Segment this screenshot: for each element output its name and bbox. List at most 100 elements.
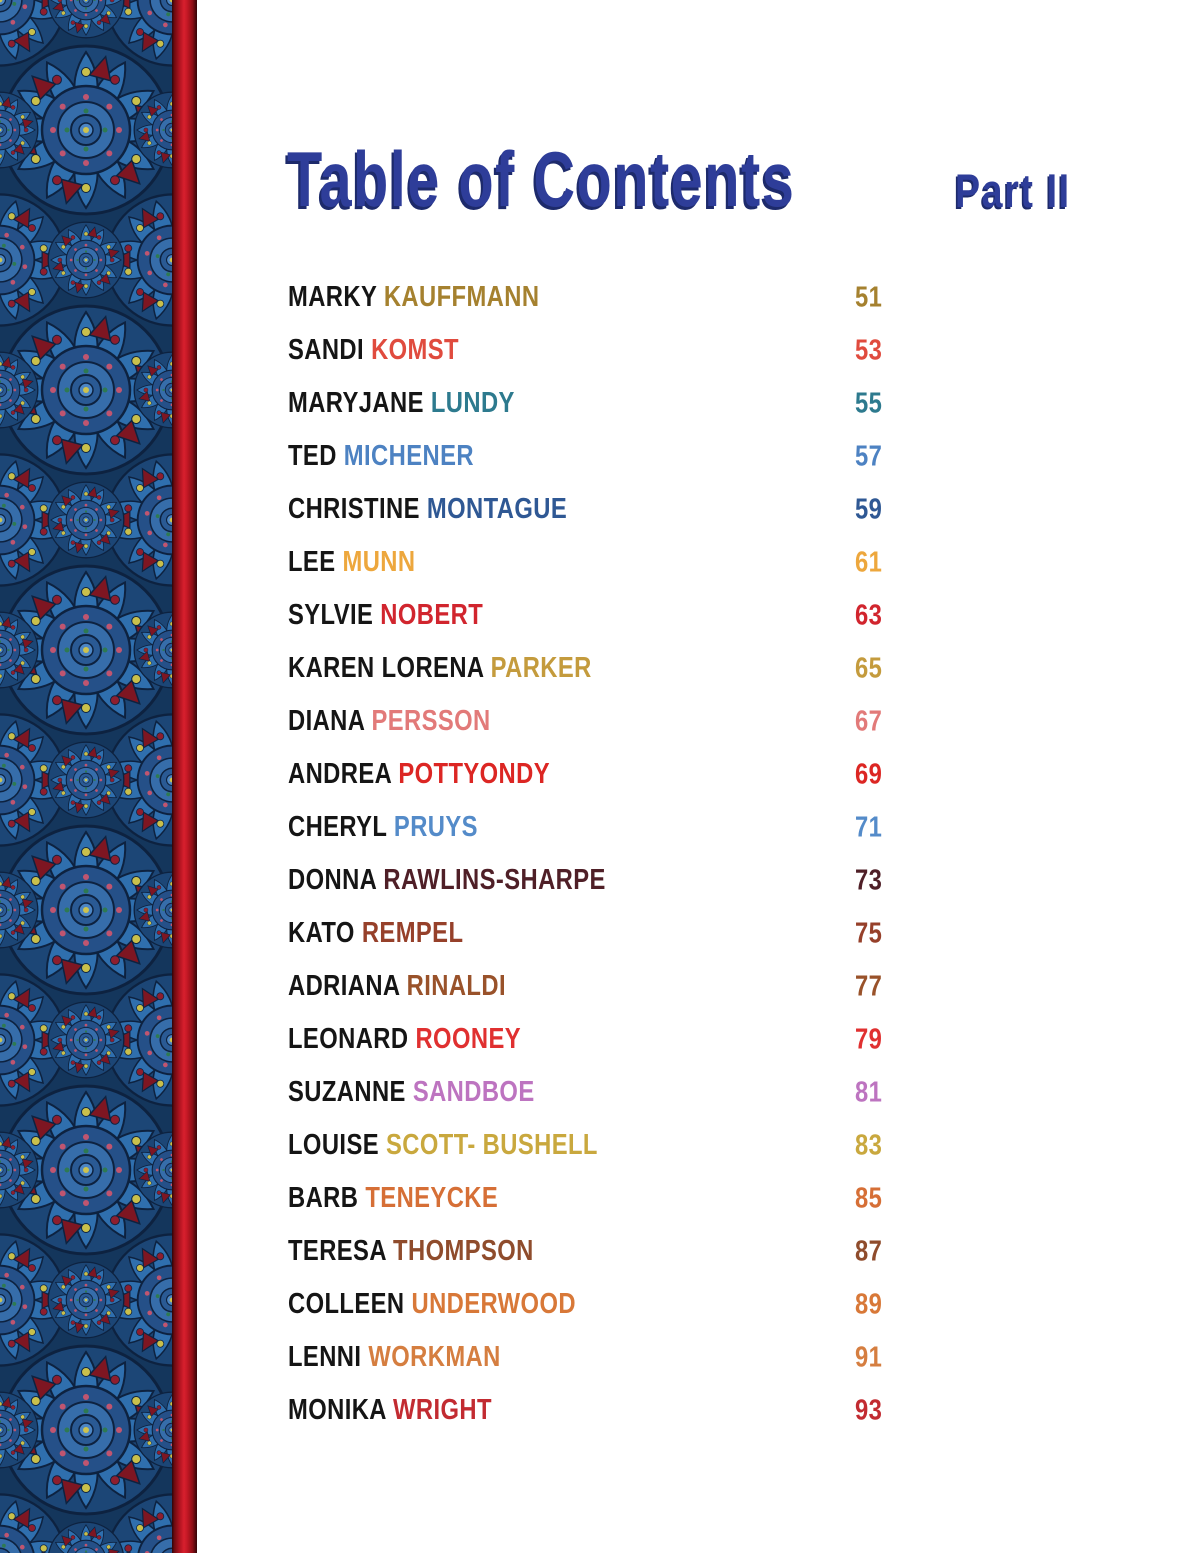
toc-entry-name: TED MICHENER	[288, 442, 474, 471]
toc-row: MONIKA WRIGHT 93	[288, 1384, 1008, 1437]
toc-entry-name: KATO REMPEL	[288, 919, 463, 948]
last-name: UNDERWOOD	[411, 1288, 576, 1320]
last-name: MICHENER	[343, 440, 474, 472]
toc-row: DONNA RAWLINS-SHARPE 73	[288, 854, 1008, 907]
page-number: 59	[855, 493, 883, 525]
page-number: 75	[855, 917, 883, 949]
toc-row: TERESA THOMPSON 87	[288, 1225, 1008, 1278]
page-number: 81	[855, 1076, 883, 1108]
first-name: DIANA	[288, 705, 372, 737]
first-name: CHERYL	[288, 811, 394, 843]
page-number: 83	[855, 1129, 883, 1161]
last-name: POTTYONDY	[398, 758, 551, 790]
page-number: 55	[855, 387, 883, 419]
toc-row: SYLVIE NOBERT 63	[288, 589, 1008, 642]
first-name: KATO	[288, 917, 362, 949]
last-name: TENEYCKE	[365, 1182, 499, 1214]
page-title: Table of Contents	[287, 135, 796, 223]
last-name: SANDBOE	[412, 1076, 535, 1108]
toc-row: COLLEEN UNDERWOOD 89	[288, 1278, 1008, 1331]
toc-entry-name: SANDI KOMST	[288, 336, 459, 365]
page-number: 63	[855, 599, 883, 631]
last-name: REMPEL	[361, 917, 464, 949]
page-number: 71	[855, 811, 883, 843]
toc-entry-name: COLLEEN UNDERWOOD	[288, 1290, 576, 1319]
content-area: Table of Contents Part II MARKY KAUFFMAN…	[197, 0, 1200, 1553]
toc-row: LEE MUNN 61	[288, 536, 1008, 589]
kaleidoscope-sidebar	[0, 0, 172, 1553]
book-spine	[172, 0, 197, 1553]
toc-entry-name: LENNI WORKMAN	[288, 1343, 501, 1372]
toc-entry-name: DIANA PERSSON	[288, 707, 491, 736]
page-number: 79	[855, 1023, 883, 1055]
kaleidoscope-pattern	[0, 0, 172, 1553]
last-name: RAWLINS-SHARPE	[383, 864, 606, 896]
page-number: 93	[855, 1394, 883, 1426]
toc-row: KAREN LORENA PARKER 65	[288, 642, 1008, 695]
page-number: 65	[855, 652, 883, 684]
first-name: COLLEEN	[288, 1288, 412, 1320]
page-number: 61	[855, 546, 883, 578]
toc-entry-name: ADRIANA RINALDI	[288, 972, 506, 1001]
page-number: 53	[855, 334, 883, 366]
last-name: THOMPSON	[393, 1235, 534, 1267]
toc-entry-name: SUZANNE SANDBOE	[288, 1078, 535, 1107]
page-number: 77	[855, 970, 883, 1002]
first-name: SUZANNE	[288, 1076, 413, 1108]
page-number: 87	[855, 1235, 883, 1267]
first-name: CHRISTINE	[288, 493, 427, 525]
last-name: MONTAGUE	[426, 493, 568, 525]
toc-row: LEONARD ROONEY 79	[288, 1013, 1008, 1066]
toc-entry-name: LEONARD ROONEY	[288, 1025, 521, 1054]
toc-row: KATO REMPEL 75	[288, 907, 1008, 960]
toc-row: MARYJANE LUNDY 55	[288, 377, 1008, 430]
toc-entry-name: SYLVIE NOBERT	[288, 601, 483, 630]
page-number: 51	[855, 281, 883, 313]
last-name: PERSSON	[371, 705, 491, 737]
first-name: TED	[288, 440, 344, 472]
page-number: 91	[855, 1341, 883, 1373]
last-name: NOBERT	[380, 599, 484, 631]
last-name: WRIGHT	[393, 1394, 492, 1426]
last-name: MUNN	[342, 546, 416, 578]
toc-row: LOUISE SCOTT- BUSHELL 83	[288, 1119, 1008, 1172]
toc-row: LENNI WORKMAN 91	[288, 1331, 1008, 1384]
first-name: LENNI	[288, 1341, 369, 1373]
toc-entry-name: CHRISTINE MONTAGUE	[288, 495, 567, 524]
toc-list: MARKY KAUFFMANN 51 SANDI KOMST 53 MARYJANE L…	[288, 271, 1008, 1437]
first-name: SANDI	[288, 334, 372, 366]
toc-row: CHERYL PRUYS 71	[288, 801, 1008, 854]
first-name: DONNA	[288, 864, 384, 896]
last-name: KAUFFMANN	[383, 281, 540, 313]
page-number: 85	[855, 1182, 883, 1214]
toc-entry-name: LEE MUNN	[288, 548, 415, 577]
toc-entry-name: DONNA RAWLINS-SHARPE	[288, 866, 606, 895]
last-name: ROONEY	[415, 1023, 521, 1055]
toc-row: MARKY KAUFFMANN 51	[288, 271, 1008, 324]
last-name: PRUYS	[393, 811, 478, 843]
last-name: LUNDY	[430, 387, 515, 419]
first-name: LEONARD	[288, 1023, 416, 1055]
toc-row: BARB TENEYCKE 85	[288, 1172, 1008, 1225]
toc-row: SUZANNE SANDBOE 81	[288, 1066, 1008, 1119]
last-name: RINALDI	[406, 970, 506, 1002]
first-name: BARB	[288, 1182, 366, 1214]
toc-row: CHRISTINE MONTAGUE 59	[288, 483, 1008, 536]
first-name: MONIKA	[288, 1394, 394, 1426]
toc-entry-name: LOUISE SCOTT- BUSHELL	[288, 1131, 598, 1160]
toc-entry-name: MARYJANE LUNDY	[288, 389, 515, 418]
first-name: LEE	[288, 546, 343, 578]
first-name: MARYJANE	[288, 387, 431, 419]
toc-entry-name: ANDREA POTTYONDY	[288, 760, 550, 789]
toc-entry-name: KAREN LORENA PARKER	[288, 654, 592, 683]
last-name: KOMST	[371, 334, 459, 366]
toc-row: ANDREA POTTYONDY 69	[288, 748, 1008, 801]
first-name: SYLVIE	[288, 599, 381, 631]
page-number: 57	[855, 440, 883, 472]
toc-row: DIANA PERSSON 67	[288, 695, 1008, 748]
first-name: KAREN LORENA	[288, 652, 491, 684]
last-name: SCOTT- BUSHELL	[386, 1129, 598, 1161]
page-number: 67	[855, 705, 883, 737]
first-name: LOUISE	[288, 1129, 387, 1161]
